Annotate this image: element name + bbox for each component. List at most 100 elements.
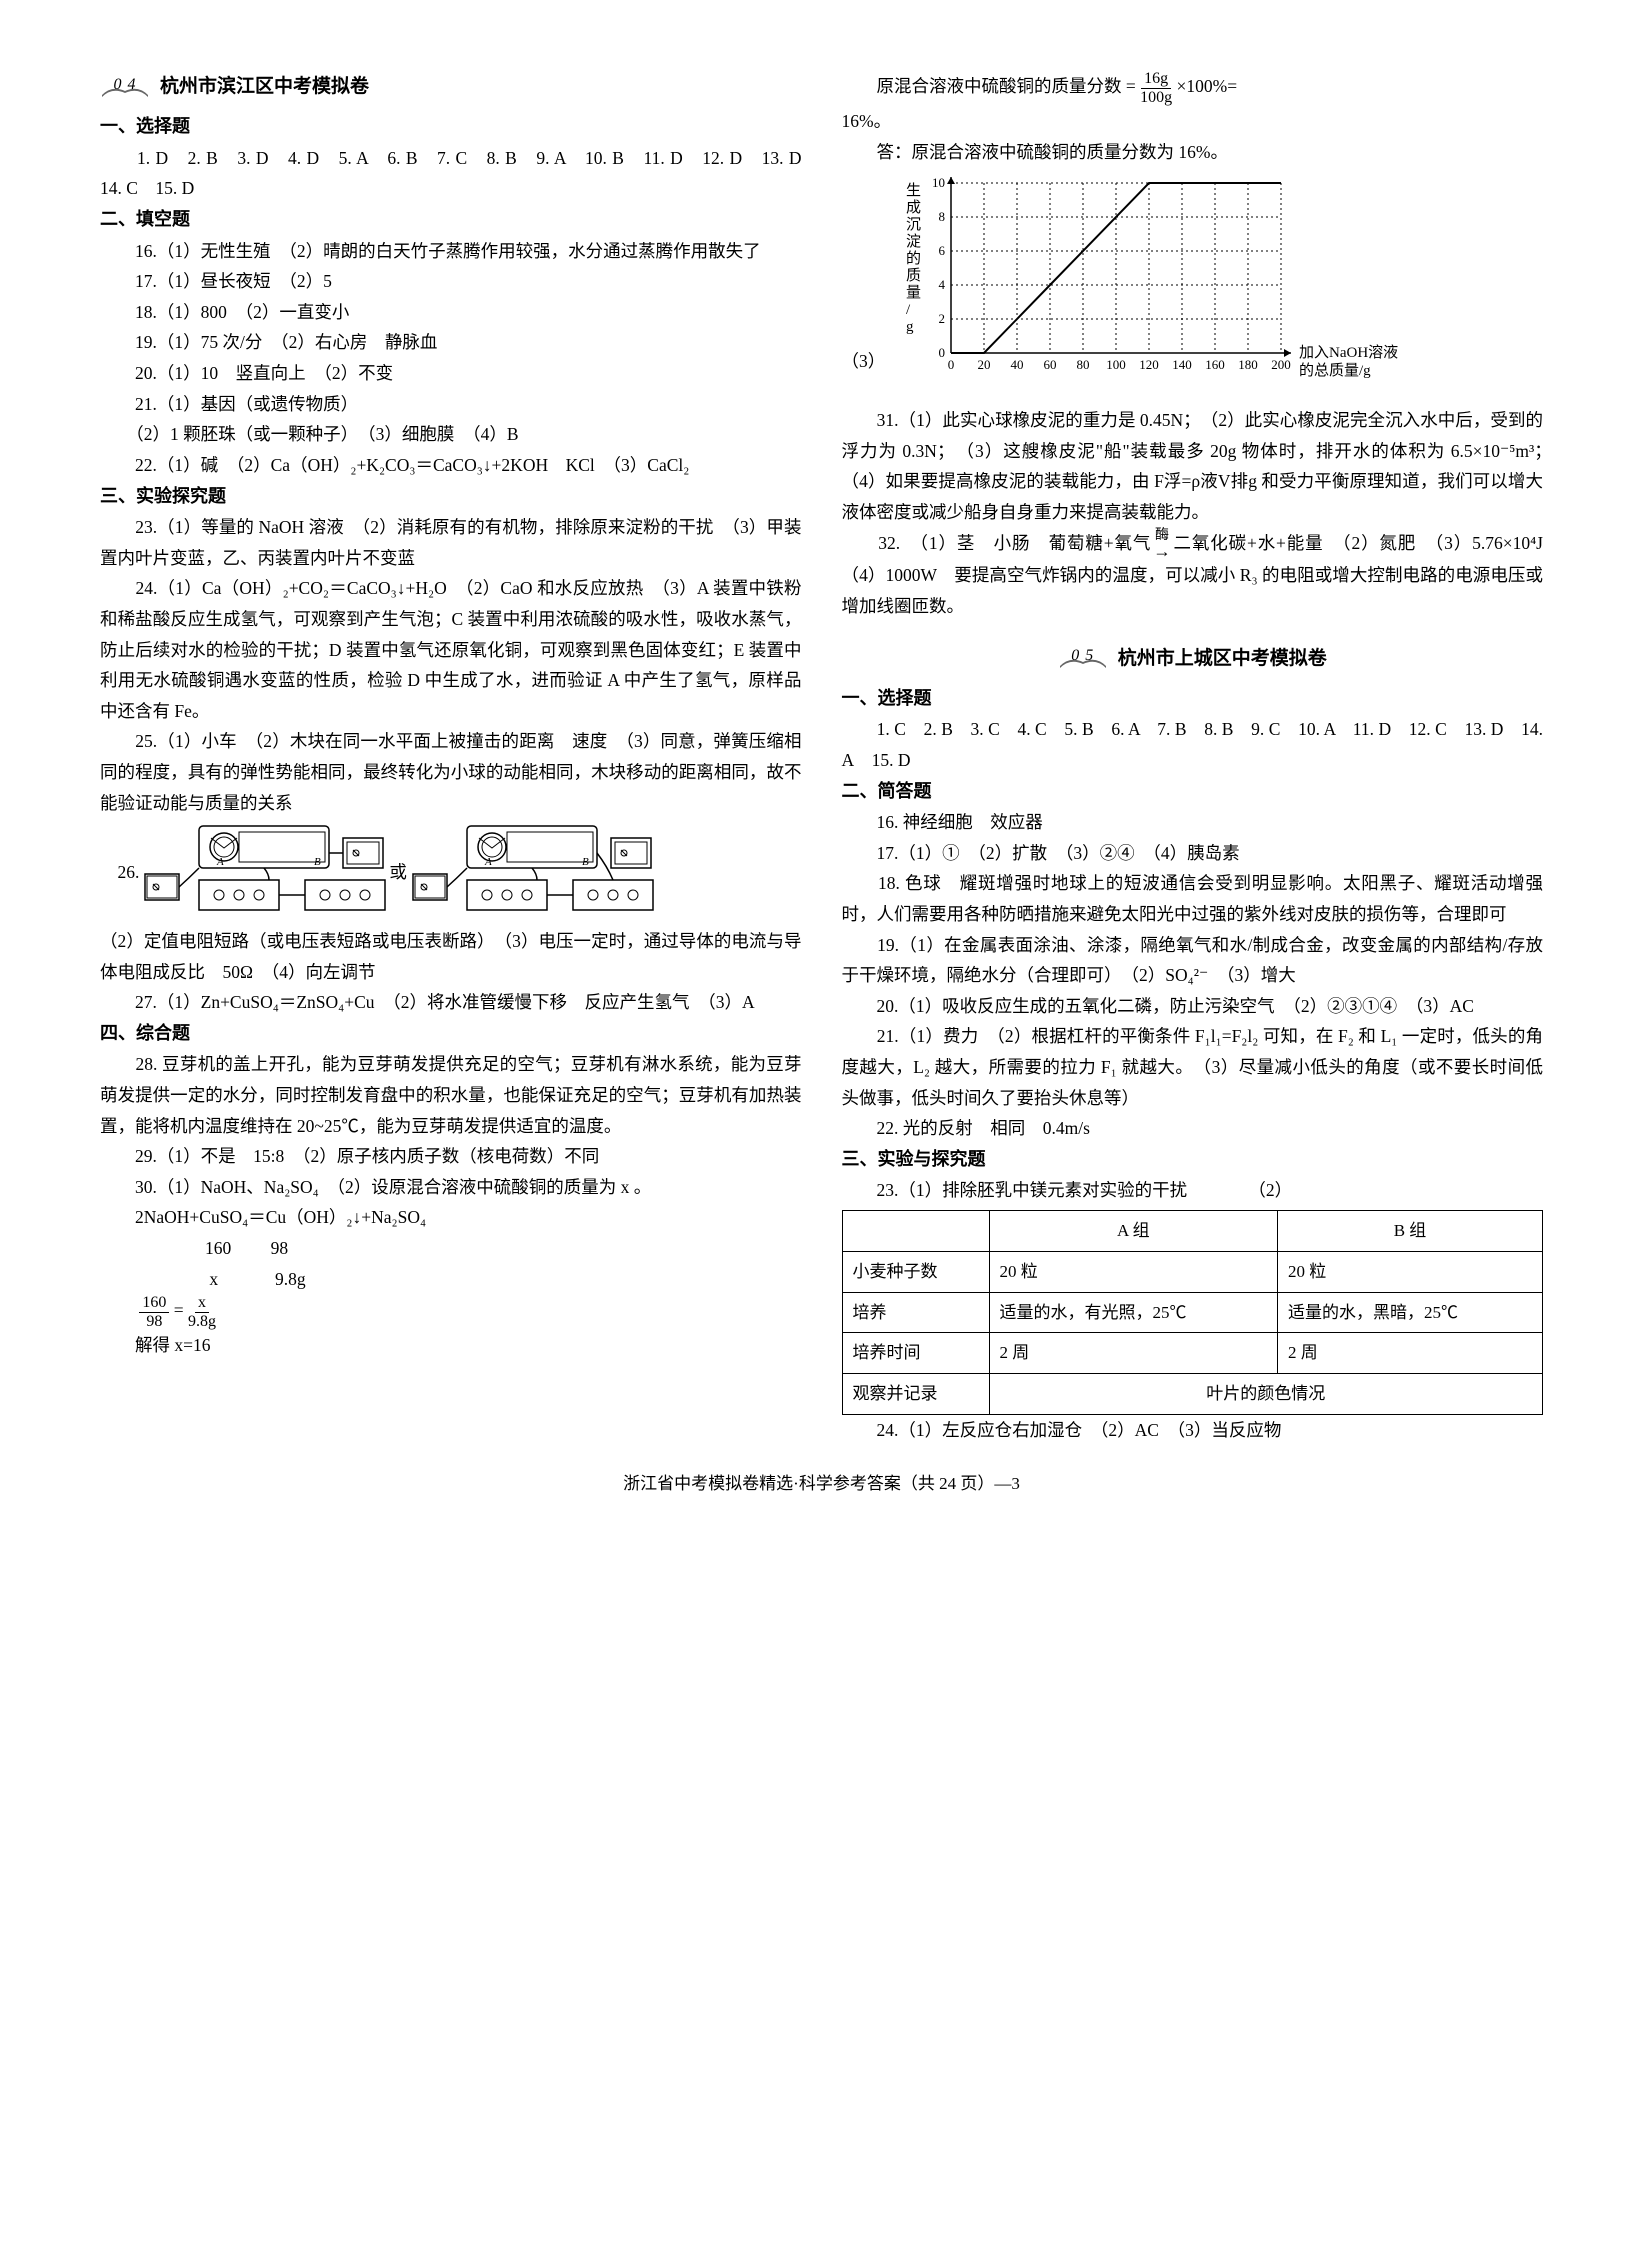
svg-text:的总质量/g: 的总质量/g — [1299, 362, 1371, 379]
frac-x: x — [195, 1294, 209, 1313]
circuit-diagram-a: A B — [139, 818, 389, 926]
svg-text:B: B — [314, 856, 321, 868]
svg-text:A: A — [484, 856, 492, 868]
svg-text:g: g — [906, 319, 914, 335]
q24: 24.（1）Ca（OH）₂+CO₂＝CaCO₃↓+H₂O （2）CaO 和水反应… — [100, 573, 802, 726]
frac-den: 100g — [1140, 89, 1172, 107]
line3: 答：原混合溶液中硫酸铜的质量分数为 16%。 — [842, 137, 1544, 168]
q18: 18.（1）800 （2）一直变小 — [100, 297, 802, 328]
page-footer: 浙江省中考模拟卷精选·科学参考答案（共 24 页）—3 — [100, 1469, 1543, 1499]
q23: 23.（1）等量的 NaOH 溶液 （2）消耗原有的有机物，排除原来淀粉的干扰 … — [100, 512, 802, 573]
chart-container: （3） 0 20 40 60 80 100 120 140 160 180 200 0 2 4 6 8 10 生成… — [842, 171, 1544, 401]
svg-text:20: 20 — [978, 357, 991, 372]
q20: 20.（1）10 竖直向上 （2）不变 — [100, 358, 802, 389]
line1: 原混合溶液中硫酸铜的质量分数 = 16g100g ×100%= — [842, 70, 1544, 106]
eq2: 160 98 — [100, 1233, 802, 1264]
exam-header-05: 0 5 杭州市上城区中考模拟卷 — [842, 642, 1544, 675]
q21b: （2）1 颗胚珠（或一颗种子） （3）细胞膜 （4）B — [100, 419, 802, 450]
q26-row: 26. A B — [100, 818, 802, 926]
q27: 27.（1）Zn+CuSO₄＝ZnSO₄+Cu （2）将水准管缓慢下移 反应产生… — [100, 987, 802, 1018]
eq3: x 9.8g — [100, 1264, 802, 1295]
svg-text:B: B — [582, 856, 589, 868]
chart-label-3: （3） — [842, 346, 886, 377]
svg-text:6: 6 — [939, 243, 946, 258]
section-1-title: 一、选择题 — [100, 111, 802, 143]
line1-pre: 原混合溶液中硫酸铜的质量分数 = — [842, 76, 1141, 96]
eq5: 解得 x=16 — [100, 1330, 802, 1361]
section-4-title: 四、综合题 — [100, 1018, 802, 1050]
q25: 25.（1）小车 （2）木块在同一水平面上被撞击的距离 速度 （3）同意，弹簧压… — [100, 726, 802, 818]
r-q20: 20.（1）吸收反应生成的五氧化二磷，防止污染空气 （2）②③①④ （3）AC — [842, 991, 1544, 1022]
arrow-icon: → — [1153, 543, 1171, 561]
svg-text:0: 0 — [939, 345, 946, 360]
section-1-answers: 1. C 2. B 3. C 4. C 5. B 6. A 7. B 8. B … — [842, 714, 1544, 775]
book-icon: 0 4 — [100, 73, 150, 101]
header-number: 0 5 — [1071, 642, 1094, 670]
r-q17: 17.（1）① （2）扩散 （3）②④ （4）胰岛素 — [842, 838, 1544, 869]
line-chart: 0204060801001201401601802000246810生成沉淀的质… — [891, 171, 1451, 391]
eq1: 2NaOH+CuSO₄＝Cu（OH）₂↓+Na₂SO₄ — [100, 1202, 802, 1233]
svg-text:10: 10 — [932, 175, 945, 190]
svg-text:2: 2 — [939, 311, 946, 326]
line2: 16%。 — [842, 106, 1544, 137]
r-q21: 21.（1）费力 （2）根据杠杆的平衡条件 F₁l₁=F₂l₂ 可知，在 F₂ … — [842, 1021, 1544, 1113]
header-number: 0 4 — [114, 71, 137, 99]
q30a: 30.（1）NaOH、Na₂SO₄ （2）设原混合溶液中硫酸铜的质量为 x 。 — [100, 1172, 802, 1203]
section-1-title: 一、选择题 — [842, 683, 1544, 715]
svg-text:生: 生 — [906, 182, 921, 199]
q26-or: 或 — [389, 857, 407, 888]
eq4: 16098 = x9.8g — [100, 1294, 802, 1330]
svg-text:的: 的 — [906, 250, 921, 267]
svg-text:/: / — [906, 302, 911, 318]
svg-text:质: 质 — [906, 267, 921, 284]
line1-post: ×100%= — [1172, 76, 1237, 96]
frac-num: 16g — [1141, 70, 1171, 89]
header-title: 杭州市上城区中考模拟卷 — [1118, 642, 1327, 675]
q29: 29.（1）不是 15:8 （2）原子核内质子数（核电荷数）不同 — [100, 1141, 802, 1172]
q16: 16.（1）无性生殖 （2）晴朗的白天竹子蒸腾作用较强，水分通过蒸腾作用散失了 — [100, 236, 802, 267]
svg-text:60: 60 — [1044, 357, 1057, 372]
frac-9.8g: 9.8g — [188, 1313, 216, 1331]
book-icon: 0 5 — [1058, 644, 1108, 672]
frac-98: 98 — [146, 1313, 162, 1331]
svg-text:4: 4 — [939, 277, 946, 292]
section-1-answers: 1. D 2. B 3. D 4. D 5. A 6. B 7. C 8. B … — [100, 143, 802, 204]
svg-text:180: 180 — [1239, 357, 1259, 372]
svg-text:140: 140 — [1173, 357, 1193, 372]
svg-text:加入NaOH溶液: 加入NaOH溶液 — [1299, 344, 1398, 361]
q22: 22.（1）碱 （2）Ca（OH）₂+K₂CO₃＝CaCO₃↓+2KOH KCl… — [100, 450, 802, 481]
q28: 28. 豆芽机的盖上开孔，能为豆芽萌发提供充足的空气；豆芽机有淋水系统，能为豆芽… — [100, 1049, 802, 1141]
svg-text:0: 0 — [948, 357, 955, 372]
svg-text:40: 40 — [1011, 357, 1024, 372]
svg-text:200: 200 — [1272, 357, 1292, 372]
q21a: 21.（1）基因（或遗传物质） — [100, 389, 802, 420]
exam-header-04: 0 4 杭州市滨江区中考模拟卷 — [100, 70, 802, 103]
q26b: （2）定值电阻短路（或电压表短路或电压表断路） （3）电压一定时，通过导体的电流… — [100, 926, 802, 987]
section-3-title: 三、实验与探究题 — [842, 1144, 1544, 1176]
section-2-title: 二、填空题 — [100, 204, 802, 236]
r-q22: 22. 光的反射 相同 0.4m/s — [842, 1113, 1544, 1144]
svg-text:160: 160 — [1206, 357, 1226, 372]
frac-160: 160 — [139, 1294, 169, 1313]
svg-text:A: A — [216, 856, 224, 868]
svg-text:120: 120 — [1140, 357, 1160, 372]
r-q23: 23.（1）排除胚乳中镁元素对实验的干扰 （2） — [842, 1175, 1544, 1206]
r-q19: 19.（1）在金属表面涂油、涂漆，隔绝氧气和水/制成合金，改变金属的内部结构/存… — [842, 930, 1544, 991]
svg-text:100: 100 — [1107, 357, 1127, 372]
svg-text:沉: 沉 — [906, 216, 921, 233]
experiment-table: A 组B 组小麦种子数20 粒20 粒培养适量的水，有光照，25℃适量的水，黑暗… — [842, 1210, 1544, 1415]
q19: 19.（1）75 次/分 （2）右心房 静脉血 — [100, 327, 802, 358]
r-q24: 24.（1）左反应仓右加湿仓 （2）AC （3）当反应物 — [842, 1415, 1544, 1446]
r-q16: 16. 神经细胞 效应器 — [842, 807, 1544, 838]
circuit-diagram-b: A B — [407, 818, 657, 926]
section-3-title: 三、实验探究题 — [100, 481, 802, 513]
svg-text:80: 80 — [1077, 357, 1090, 372]
header-title: 杭州市滨江区中考模拟卷 — [160, 70, 369, 103]
q32-a: 32. （1）茎 小肠 葡萄糖+氧气 — [842, 533, 1152, 553]
q32: 32. （1）茎 小肠 葡萄糖+氧气酶→二氧化碳+水+能量 （2）氮肥 （3）5… — [842, 528, 1544, 622]
svg-text:量: 量 — [906, 285, 921, 301]
r-q18: 18. 色球 耀斑增强时地球上的短波通信会受到明显影响。太阳黑子、耀斑活动增强时… — [842, 868, 1544, 929]
svg-text:8: 8 — [939, 209, 946, 224]
svg-text:成: 成 — [906, 199, 921, 216]
q26-label: 26. — [100, 857, 139, 888]
